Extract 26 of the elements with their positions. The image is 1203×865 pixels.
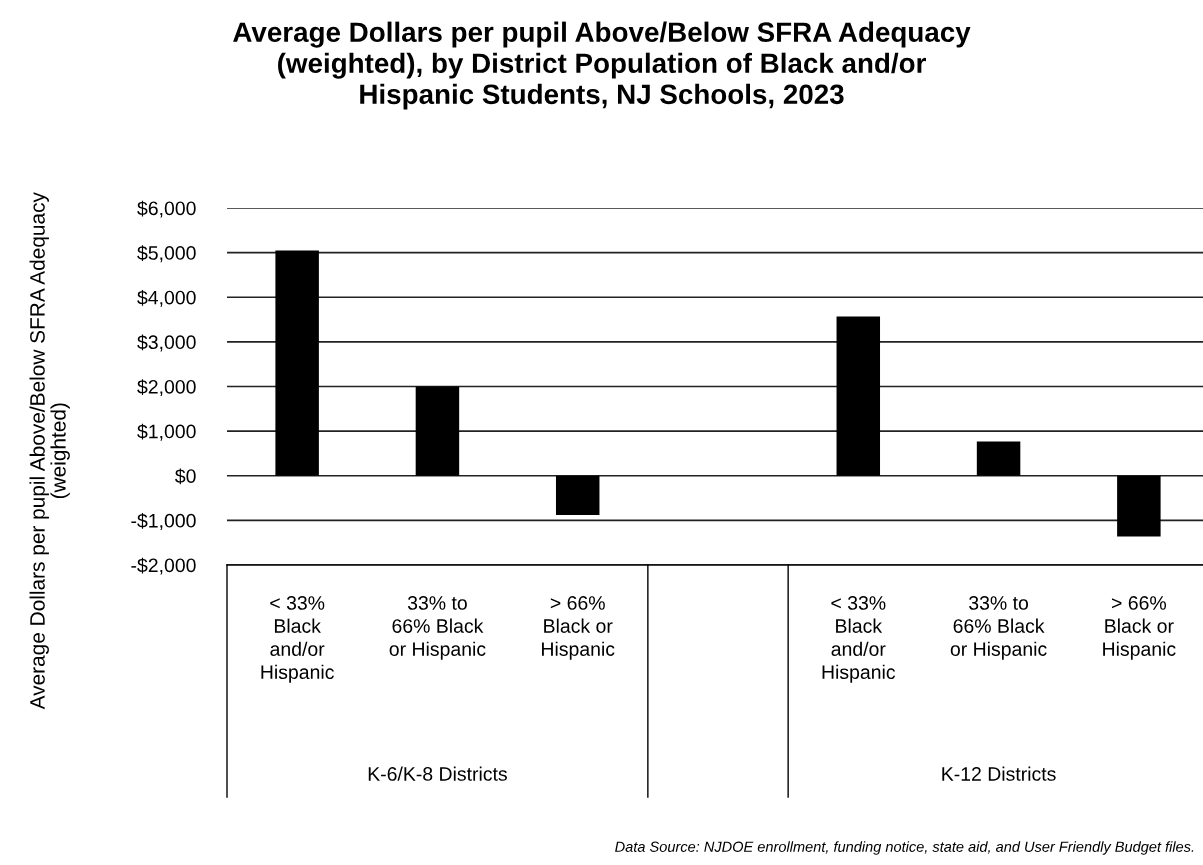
bar: [275, 250, 319, 476]
y-tick-label: $1,000: [137, 423, 196, 441]
chart-title: Average Dollars per pupil Above/Below SFRA Adequacy (weighted), by District Population of Black and/or Hispanic Students, NJ Schools, 2023: [233, 21, 971, 110]
y-tick-label: -$1,000: [131, 513, 196, 530]
y-tick-label: -$2,000: [131, 557, 196, 575]
bar: [836, 316, 881, 476]
x-tick-label: > 66% Black or Hispanic: [1103, 596, 1176, 660]
y-axis-title: Average Dollars per pupil Above/Below SFRA Adequacy (weighted): [29, 192, 70, 710]
x-tick-label: < 33% Black and/or Hispanic: [261, 596, 334, 683]
text: K-6/K-8 Districts: [368, 766, 507, 781]
x-tick-label: 33% to 66% Black or Hispanic: [389, 596, 486, 660]
y-tick-label: $6,000: [137, 200, 196, 218]
y-tick-label: $4,000: [137, 289, 196, 307]
x-tick-label: 33% to 66% Black or Hispanic: [950, 596, 1047, 660]
text: K-12 Districts: [942, 766, 1056, 781]
x-tick-label: < 33% Black and/or Hispanic: [822, 596, 896, 683]
y-tick-label: $3,000: [137, 334, 196, 352]
y-tick-label: $2,000: [137, 379, 196, 397]
y-tick-label: $0: [175, 468, 196, 485]
y-tick-label: $5,000: [137, 245, 196, 263]
bar: [976, 441, 1021, 476]
source-note: Data Source: NJDOE enrollment, funding notice, state aid, and User Friendly Budget files.: [615, 841, 1194, 855]
bar: [1117, 475, 1161, 537]
bar: [415, 386, 460, 476]
bar: [555, 475, 600, 516]
x-tick-label: > 66% Black or Hispanic: [542, 596, 615, 660]
